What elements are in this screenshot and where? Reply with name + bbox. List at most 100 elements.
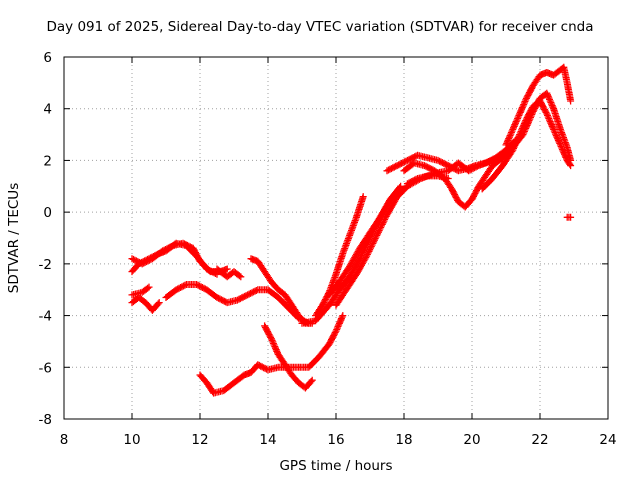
data-point [366, 246, 374, 254]
data-point [333, 326, 341, 333]
data-point [550, 127, 558, 135]
data-point [522, 117, 530, 125]
y-tick-label: 4 [43, 102, 52, 118]
data-point [548, 122, 556, 130]
data-point [512, 140, 519, 148]
data-point [369, 239, 377, 247]
data-point [546, 97, 554, 105]
data-point [514, 113, 522, 121]
data-point [381, 214, 389, 222]
data-point [242, 292, 250, 300]
data-point [355, 266, 363, 274]
y-tick-label: 6 [43, 50, 52, 66]
data-point [556, 139, 564, 147]
data-point [308, 376, 316, 384]
data-point [358, 260, 366, 268]
data-point [252, 287, 260, 294]
data-point [567, 97, 575, 105]
data-point [512, 118, 520, 126]
data-point [155, 299, 163, 307]
data-point [267, 333, 275, 341]
data-point [559, 147, 567, 155]
data-point [510, 145, 517, 152]
data-point [556, 141, 564, 149]
data-point [557, 143, 565, 150]
data-point [558, 129, 566, 137]
y-axis-label: SDTVAR / TECUs [6, 183, 22, 293]
data-point [567, 213, 575, 221]
data-point [510, 124, 517, 132]
data-point [145, 283, 153, 291]
data-point [505, 135, 513, 143]
data-point [509, 146, 517, 154]
data-point [144, 284, 152, 292]
data-point [558, 146, 566, 154]
data-point [362, 254, 370, 262]
data-point [512, 119, 519, 127]
data-point [380, 217, 388, 225]
data-point [506, 132, 514, 140]
data-point [547, 99, 555, 106]
data-point [511, 141, 519, 149]
x-tick-label: 20 [463, 432, 480, 448]
data-point [519, 123, 527, 131]
data-point [546, 118, 554, 126]
data-point [267, 335, 275, 343]
data-point [335, 319, 343, 327]
data-point [508, 127, 516, 135]
data-point [505, 133, 513, 141]
data-point [518, 104, 526, 112]
data-point [378, 220, 386, 228]
data-point [330, 275, 338, 283]
data-point [363, 252, 371, 260]
data-point [235, 272, 243, 280]
data-point [512, 138, 520, 146]
data-point [402, 157, 410, 165]
data-point [518, 124, 526, 132]
chart-title: Day 091 of 2025, Sidereal Day-to-day VTE… [47, 19, 594, 35]
data-point [334, 322, 342, 330]
data-point [370, 236, 378, 244]
data-point [335, 321, 343, 329]
x-tick-label: 14 [259, 432, 276, 448]
data-point [519, 102, 527, 110]
data-point [518, 105, 526, 113]
data-point [545, 94, 553, 102]
y-tick-label: -2 [39, 257, 52, 273]
data-point [336, 318, 344, 326]
data-point [553, 133, 561, 141]
data-point [444, 175, 452, 182]
data-point [271, 343, 279, 351]
data-point [518, 126, 526, 134]
y-tick-label: -4 [39, 309, 52, 325]
data-point [509, 125, 517, 133]
data-point [514, 134, 522, 142]
data-point [374, 228, 382, 236]
data-point [504, 136, 512, 144]
data-point [347, 228, 355, 236]
data-point [502, 141, 510, 149]
data-point [373, 231, 381, 239]
data-point [508, 148, 516, 155]
data-point [378, 222, 385, 230]
data-point [543, 89, 551, 97]
data-point [515, 111, 523, 119]
data-point [338, 313, 346, 321]
data-point [549, 124, 557, 132]
data-points [128, 63, 575, 397]
data-point [363, 251, 371, 258]
data-point [273, 347, 281, 355]
data-point [546, 95, 553, 103]
data-point [552, 130, 560, 138]
data-point [331, 329, 339, 336]
x-tick-label: 12 [191, 432, 208, 448]
data-point [513, 116, 521, 124]
data-point [548, 102, 556, 110]
data-point [520, 101, 528, 109]
data-point [223, 265, 231, 273]
data-point [542, 108, 550, 116]
data-point [339, 312, 347, 320]
data-point [516, 110, 524, 118]
data-point [554, 135, 562, 143]
